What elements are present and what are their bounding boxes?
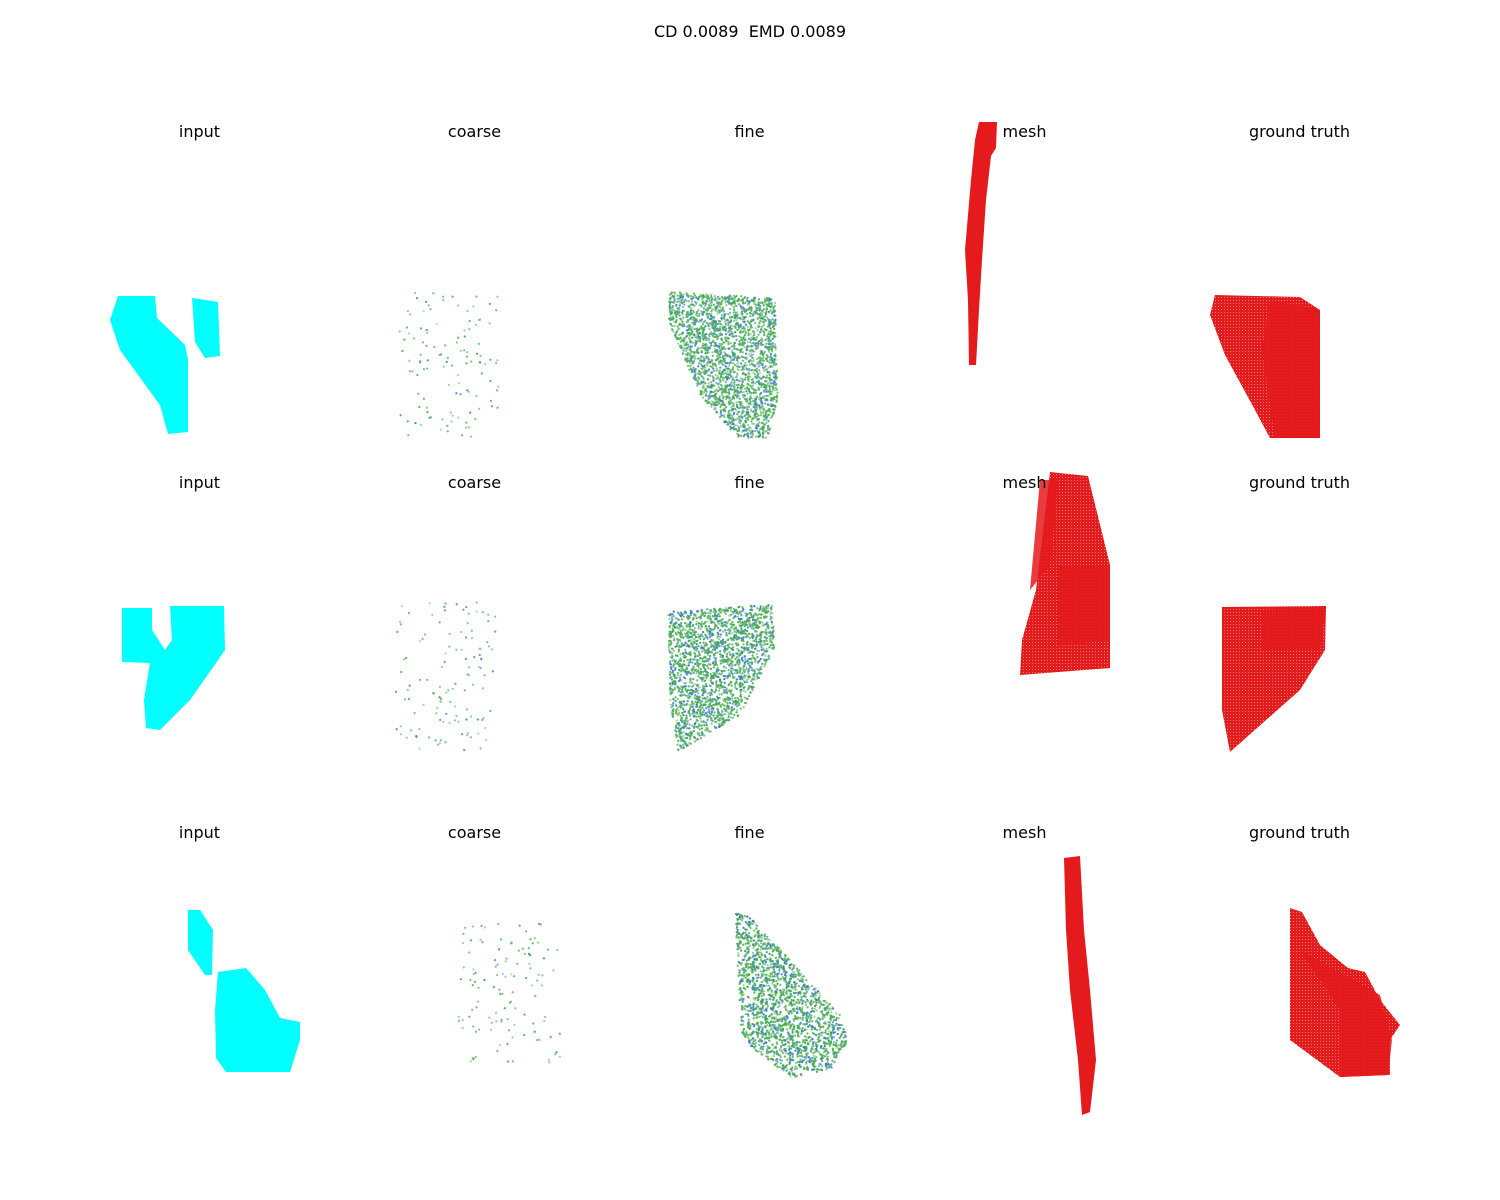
row-3-input-cloud bbox=[188, 910, 300, 1072]
row-1-coarse-cloud bbox=[398, 291, 500, 438]
row-1-input-cloud bbox=[110, 296, 220, 434]
col-title-mesh: mesh bbox=[1002, 122, 1047, 141]
row-2-mesh-trapezoid bbox=[1020, 472, 1110, 675]
row-2-coarse-cloud bbox=[395, 601, 497, 752]
row-3-mesh-strip bbox=[1064, 856, 1096, 1115]
col-title-mesh: mesh bbox=[1002, 473, 1047, 492]
row-2-ground-truth-cloud bbox=[1222, 606, 1326, 752]
row-1-ground-truth-cloud bbox=[1210, 295, 1320, 438]
col-title-input: input bbox=[178, 473, 221, 492]
col-title-mesh: mesh bbox=[1002, 823, 1047, 842]
col-title-coarse: coarse bbox=[447, 473, 502, 492]
col-title-coarse: coarse bbox=[447, 122, 502, 141]
row-1-mesh-strip bbox=[965, 122, 997, 365]
row-2-input-cloud bbox=[122, 606, 225, 730]
row-3-ground-truth-cloud bbox=[1290, 908, 1400, 1077]
row-3-fine-cloud bbox=[735, 912, 848, 1079]
col-title-coarse: coarse bbox=[447, 823, 502, 842]
row-1-fine-cloud bbox=[667, 291, 779, 439]
col-title-ground-truth: ground truth bbox=[1248, 122, 1351, 141]
col-title-ground-truth: ground truth bbox=[1248, 473, 1351, 492]
col-title-input: input bbox=[178, 823, 221, 842]
col-title-fine: fine bbox=[734, 473, 765, 492]
col-title-ground-truth: ground truth bbox=[1248, 823, 1351, 842]
figure-title: CD 0.0089 EMD 0.0089 bbox=[653, 22, 847, 41]
col-title-fine: fine bbox=[734, 122, 765, 141]
col-title-fine: fine bbox=[734, 823, 765, 842]
row-2-fine-cloud bbox=[667, 604, 776, 752]
row-3-coarse-cloud bbox=[457, 922, 561, 1064]
col-title-input: input bbox=[178, 122, 221, 141]
